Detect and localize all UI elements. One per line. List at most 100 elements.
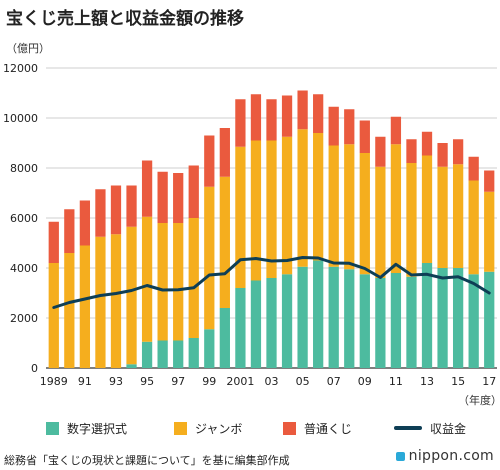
bar-jumbo-1989: [48, 263, 59, 368]
x-tick-label: 11: [389, 375, 403, 388]
bar-numbers-1996: [157, 340, 168, 368]
x-tick-label: 97: [171, 375, 185, 388]
legend-swatch-regular: [283, 421, 296, 435]
legend-item-jumbo: ジャンボ: [174, 418, 242, 438]
bar-jumbo-2014: [437, 166, 448, 268]
x-tick-label: 13: [420, 375, 434, 388]
bar-regular-2011: [390, 116, 402, 145]
bar-jumbo-1996: [157, 223, 168, 341]
bar-regular-2006: [313, 94, 324, 133]
bar-jumbo-2009: [359, 153, 370, 275]
bar-regular-1989: [48, 221, 59, 263]
bar-regular-2003: [266, 99, 277, 141]
bar-numbers-2010: [375, 278, 386, 368]
bar-regular-2009: [359, 120, 370, 153]
x-tick-label: 99: [202, 375, 216, 388]
bar-regular-2001: [235, 99, 246, 147]
legend-item-numbers: 数字選択式: [46, 418, 127, 438]
bar-jumbo-2010: [375, 166, 386, 278]
bar-regular-1996: [157, 171, 168, 223]
y-tick-label: 6000: [10, 212, 38, 225]
bar-regular-2017: [484, 170, 495, 192]
x-tick-label: 05: [296, 375, 310, 388]
bar-regular-2016: [468, 156, 479, 181]
x-tick-label: 95: [140, 375, 154, 388]
bar-regular-2008: [344, 109, 355, 145]
legend-item-revenue: 収益金: [394, 418, 466, 438]
x-tick-label: 15: [451, 375, 465, 388]
y-tick-label: 10000: [3, 112, 38, 125]
bar-numbers-1994: [126, 364, 137, 368]
bar-numbers-2005: [297, 266, 308, 368]
bar-regular-2005: [297, 90, 308, 130]
bar-numbers-2009: [359, 274, 370, 368]
bar-jumbo-1998: [188, 218, 199, 338]
bar-regular-1993: [110, 185, 122, 235]
brand-logo[interactable]: nippon.com: [395, 448, 494, 464]
bar-regular-2013: [421, 131, 433, 156]
revenue-line: [52, 256, 491, 309]
bar-numbers-2012: [406, 276, 417, 368]
bar-jumbo-2016: [468, 180, 479, 275]
bar-numbers-2003: [266, 278, 277, 368]
bar-numbers-1995: [141, 341, 153, 368]
bar-numbers-2000: [219, 308, 230, 368]
bar-jumbo-2006: [313, 133, 324, 261]
bar-jumbo-1990: [64, 253, 75, 368]
y-tick-label: 12000: [3, 62, 38, 75]
x-tick-label: 07: [327, 375, 341, 388]
bar-jumbo-2002: [250, 140, 262, 281]
chart-title: 宝くじ売上額と収益金額の推移: [6, 9, 244, 29]
x-tick-label: 1989: [40, 375, 68, 388]
bar-regular-1992: [95, 189, 106, 237]
x-axis-unit-label: （年度）: [458, 394, 500, 407]
bars: [48, 90, 495, 368]
bar-regular-1990: [64, 209, 75, 253]
y-tick-label: 0: [31, 362, 38, 375]
bar-regular-2015: [452, 139, 464, 165]
bar-numbers-2002: [250, 280, 262, 368]
bar-jumbo-2000: [219, 176, 230, 308]
bar-regular-1998: [188, 165, 199, 218]
bar-jumbo-2003: [266, 140, 277, 278]
bar-numbers-2016: [468, 274, 479, 368]
y-axis-unit-label: （億円）: [6, 42, 50, 55]
bar-regular-1991: [79, 200, 91, 246]
legend-swatch-numbers: [46, 421, 59, 435]
bar-jumbo-2007: [328, 145, 339, 267]
bar-jumbo-2001: [235, 146, 246, 288]
legend-item-regular: 普通くじ: [283, 418, 352, 438]
bar-regular-1994: [126, 185, 137, 227]
x-tick-label: 09: [358, 375, 372, 388]
bar-jumbo-1997: [173, 223, 184, 341]
revenue-line-group: [52, 256, 491, 309]
bar-numbers-1999: [204, 329, 215, 368]
legend-label-regular: 普通くじ: [304, 421, 353, 436]
legend: 数字選択式 ジャンボ 普通くじ 収益金: [46, 418, 486, 438]
bar-numbers-2014: [437, 268, 448, 368]
bar-regular-1995: [141, 160, 153, 217]
bar-jumbo-1992: [95, 236, 106, 368]
x-tick-label: 17: [482, 375, 496, 388]
y-tick-label: 8000: [10, 162, 38, 175]
x-tick-labels: 1989 91 93 95 97 99 2001 03 05 07 09 11 13 15 17: [40, 375, 496, 388]
y-tick-labels: 0 2000 4000 6000 8000 10000 12000: [3, 62, 38, 375]
x-tick-label: 03: [265, 375, 279, 388]
x-tick-label: 2001: [226, 375, 254, 388]
legend-label-jumbo: ジャンボ: [195, 421, 243, 436]
x-tick-label: 91: [78, 375, 92, 388]
bar-regular-2000: [219, 128, 230, 177]
bar-regular-2012: [406, 139, 417, 163]
y-tick-label: 2000: [10, 312, 38, 325]
bar-regular-2010: [375, 136, 386, 167]
legend-swatch-jumbo: [174, 421, 187, 435]
brand-dot-icon: [395, 451, 405, 461]
legend-label-numbers: 数字選択式: [67, 421, 128, 436]
bar-jumbo-2005: [297, 129, 308, 267]
bar-jumbo-1995: [141, 216, 153, 342]
bar-numbers-2017: [484, 271, 495, 368]
bar-numbers-1998: [188, 338, 199, 368]
bar-jumbo-2015: [452, 164, 464, 268]
bar-numbers-2007: [328, 266, 339, 368]
